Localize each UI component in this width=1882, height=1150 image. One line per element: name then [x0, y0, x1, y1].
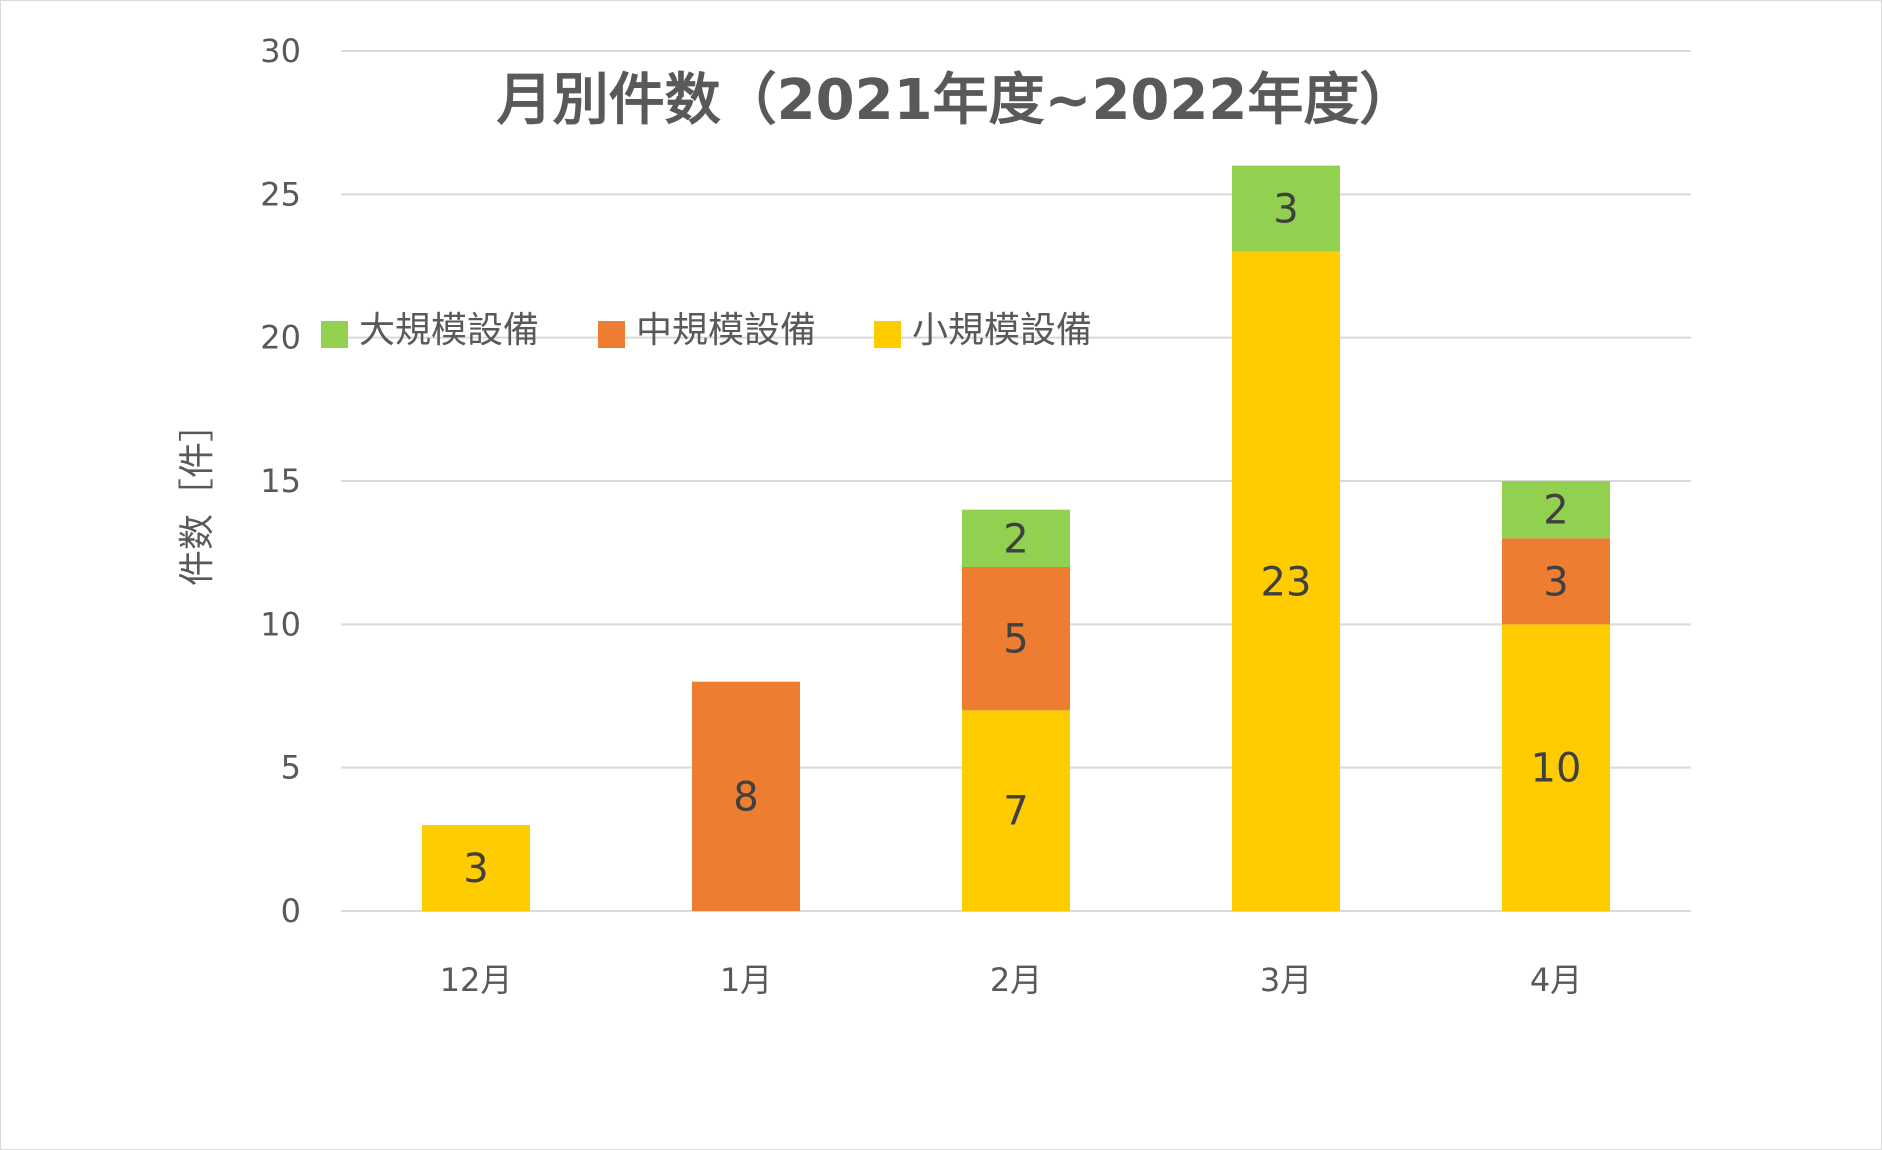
data-label: 8 [733, 774, 758, 820]
legend-label: 小規模設備 [912, 310, 1092, 351]
x-tick-label: 4月 [1530, 961, 1582, 999]
bar-segment [962, 567, 1070, 711]
data-label: 2 [1543, 488, 1568, 534]
y-tick-label: 0 [281, 892, 301, 930]
y-axis-label: 件数［件］ [177, 406, 218, 586]
y-tick-label: 30 [260, 32, 301, 70]
bars [422, 165, 1610, 911]
legend: 大規模設備 中規模設備 小規模設備 [321, 310, 1092, 351]
data-label: 7 [1003, 789, 1028, 835]
legend-label: 中規模設備 [636, 310, 816, 351]
chart-title: 月別件数（2021年度~2022年度） [497, 68, 1416, 133]
y-tick-label: 20 [260, 319, 301, 357]
bar-segment [1502, 624, 1610, 911]
y-tick-label: 5 [281, 749, 301, 787]
bar-segment [1232, 251, 1340, 911]
legend-swatch [321, 321, 348, 348]
data-label: 5 [1003, 617, 1028, 663]
y-tick-label: 15 [260, 462, 301, 500]
data-labels: 3 8 7 5 2 23 3 10 3 2 [463, 187, 1581, 892]
bar-segment [962, 710, 1070, 911]
bar-segment [1232, 165, 1340, 252]
bar-segment [1502, 481, 1610, 539]
x-tick-label: 3月 [1260, 961, 1312, 999]
legend-label: 大規模設備 [359, 310, 539, 351]
x-tick-label: 1月 [720, 961, 772, 999]
bar-segment [1502, 538, 1610, 625]
data-label: 3 [463, 846, 488, 892]
data-label: 10 [1531, 746, 1582, 792]
bar-segment [422, 825, 530, 911]
y-tick-label: 10 [260, 605, 301, 643]
bar-segment [692, 681, 800, 911]
x-tick-label: 12月 [440, 961, 513, 999]
legend-swatch [874, 321, 901, 348]
y-axis-ticks: 0 5 10 15 20 25 30 [260, 32, 301, 930]
data-label: 23 [1261, 559, 1312, 605]
data-label: 3 [1273, 187, 1298, 233]
x-axis-ticks: 12月 1月 2月 3月 4月 [440, 961, 1583, 999]
legend-swatch [598, 321, 625, 348]
data-label: 3 [1543, 559, 1568, 605]
x-tick-label: 2月 [990, 961, 1042, 999]
data-label: 2 [1003, 516, 1028, 562]
bar-segment [962, 509, 1070, 567]
y-tick-label: 25 [260, 175, 301, 213]
